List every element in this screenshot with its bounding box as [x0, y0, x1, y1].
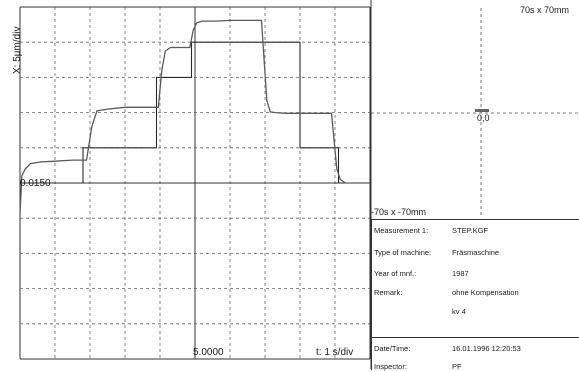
info-key: Measurement 1:: [374, 226, 429, 235]
series-line-response: [19, 19, 370, 215]
measurement-info-panel: Measurement 1: STEP.KGF Type of machine:…: [371, 219, 579, 371]
y-axis-label: X: 5µm/div: [12, 26, 23, 74]
time-readout: 5.0000: [193, 347, 224, 358]
info-key: Date/Time:: [374, 344, 411, 353]
polar-range-bottom: -70s x -70mm: [371, 207, 427, 217]
polar-center-value: 0,0: [477, 113, 490, 123]
info-value: 16.01.1996 12:20:53: [452, 344, 521, 353]
polar-range-top: 70s x 70mm: [520, 5, 570, 15]
info-value: ohne Kompensation: [452, 288, 519, 297]
info-value: PF: [452, 362, 462, 371]
series-layer: [19, 19, 370, 215]
info-value: STEP.KGF: [452, 226, 489, 235]
series-line-command: [20, 41, 370, 184]
x-axis-label: t: 1 s/div: [316, 347, 354, 358]
info-divider: [372, 337, 579, 338]
info-value: Fräsmaschine: [452, 248, 500, 257]
info-key: Remark:: [374, 288, 403, 297]
info-key: Type of machine:: [374, 248, 432, 257]
info-key: Year of mnf.:: [374, 269, 417, 278]
info-value: kv 4: [452, 307, 466, 316]
polar-center-mark: [475, 109, 489, 112]
info-key: Inspector:: [374, 362, 407, 371]
info-value: 1987: [452, 269, 469, 278]
level-readout: 0.0150: [20, 178, 51, 189]
